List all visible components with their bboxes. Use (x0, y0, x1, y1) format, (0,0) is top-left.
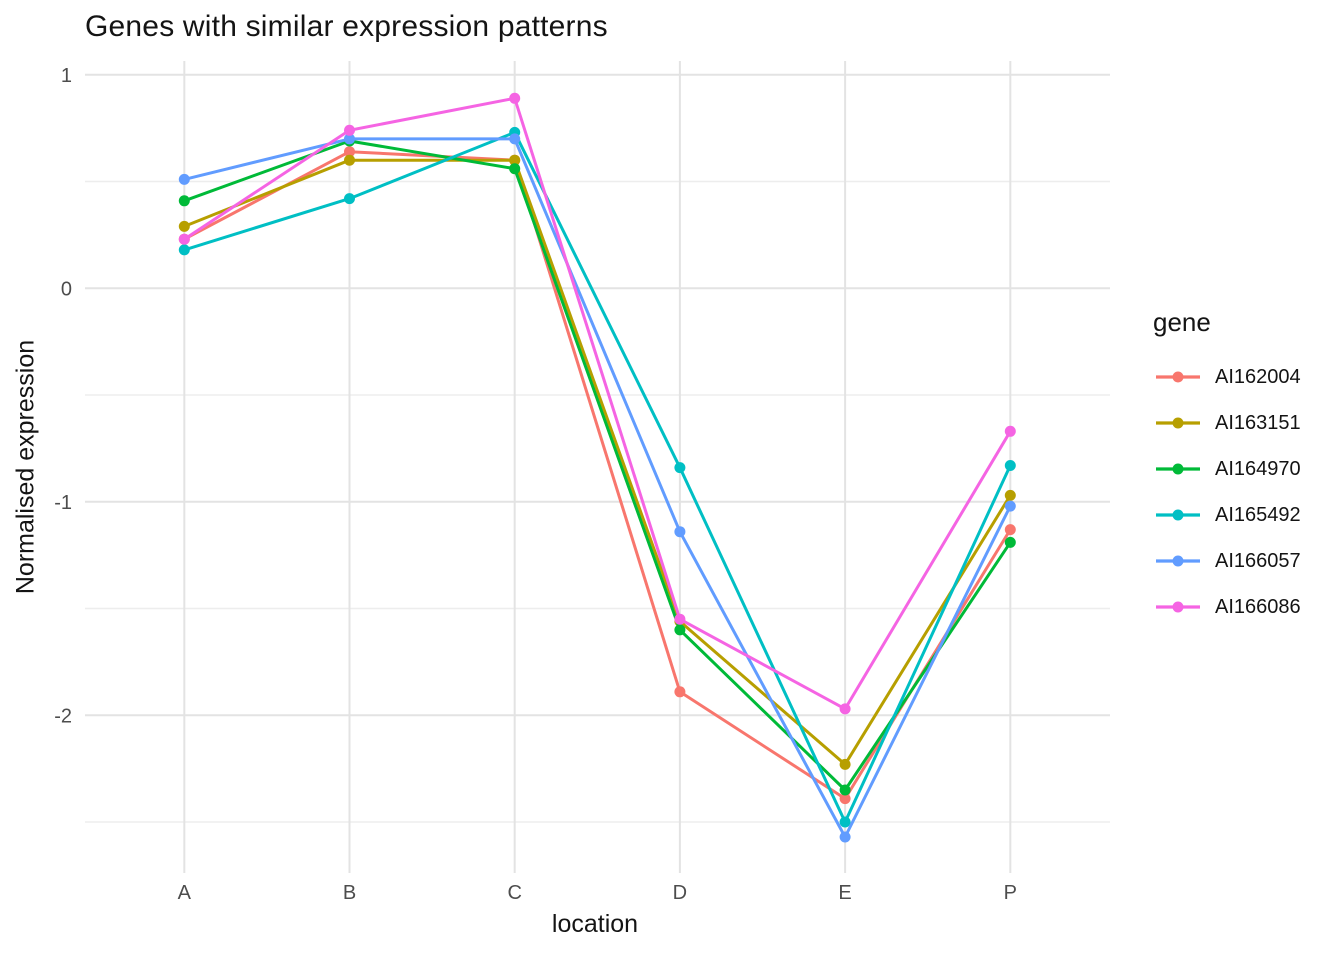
legend-label: AI166086 (1215, 595, 1301, 618)
legend-key-icon (1156, 601, 1200, 613)
legend-title: gene (1153, 307, 1211, 337)
data-point-AI163151-C (509, 154, 521, 166)
y-tick-label: -2 (54, 705, 72, 727)
data-point-AI162004-B (344, 146, 355, 158)
x-tick-label: A (178, 882, 192, 904)
data-point-AI166057-B (344, 133, 355, 145)
data-point-AI165492-P (1004, 460, 1016, 471)
y-tick-label: 1 (61, 65, 72, 87)
x-tick-label: C (507, 882, 521, 904)
series-AI165492 (178, 126, 1016, 828)
axis-tick-labels: 1 0 -1 -2 A B C D E P (54, 65, 1017, 904)
legend-entry-AI165492: AI165492 (1153, 492, 1301, 538)
data-point-AI162004-P (1004, 524, 1016, 536)
data-point-AI166086-E (839, 703, 851, 715)
legend-key-icon (1156, 509, 1200, 521)
legend-label: AI166057 (1215, 549, 1301, 572)
legend-entry-AI164970: AI164970 (1153, 446, 1301, 492)
series-AI163151 (178, 154, 1016, 770)
y-axis-title: Normalised expression (11, 339, 40, 595)
legend: gene AI162004 AI163151 AI164970 AI165492 AI1… (1153, 307, 1301, 630)
data-point-AI166057-C (509, 133, 521, 145)
legend-key-icon (1156, 463, 1200, 475)
x-axis-title: location (551, 910, 639, 938)
data-point-AI163151-B (344, 154, 355, 166)
legend-key-icon (1156, 417, 1200, 429)
data-point-AI165492-A (178, 244, 190, 256)
data-point-AI166086-A (178, 233, 190, 245)
series-line-AI165492 (182, 130, 1012, 824)
legend-label: AI162004 (1215, 365, 1301, 388)
data-point-AI164970-E (839, 784, 851, 796)
y-tick-label: 0 (61, 278, 72, 300)
data-point-AI163151-P (1004, 489, 1016, 501)
legend-label: AI165492 (1215, 503, 1301, 526)
series-AI166086 (178, 92, 1016, 715)
legend-entry-AI166086: AI166086 (1153, 584, 1301, 630)
series-AI164970 (178, 135, 1016, 796)
series-AI166057 (178, 133, 1016, 843)
data-point-AI166086-C (509, 92, 521, 104)
data-point-AI163151-A (178, 220, 190, 232)
x-tick-label: E (838, 882, 851, 904)
series-line-AI166057 (182, 137, 1012, 839)
data-point-AI163151-E (839, 758, 851, 770)
y-tick-label: -1 (54, 492, 72, 514)
legend-label: AI164970 (1215, 457, 1301, 480)
series-line-AI163151 (182, 158, 1012, 766)
data-point-AI162004-D (674, 686, 686, 698)
data-point-AI166086-P (1004, 425, 1016, 437)
legend-entry-AI163151: AI163151 (1153, 400, 1301, 446)
data-point-AI164970-D (674, 624, 686, 636)
data-point-AI164970-P (1004, 536, 1016, 548)
data-point-AI166057-A (178, 173, 190, 185)
data-point-AI166057-D (674, 526, 686, 538)
x-tick-label: P (1004, 882, 1017, 904)
data-point-AI166086-B (344, 124, 355, 136)
legend-label: AI163151 (1215, 411, 1301, 434)
legend-entries: AI162004 AI163151 AI164970 AI165492 AI166057… (1153, 354, 1301, 630)
series-line-AI164970 (182, 139, 1012, 792)
data-point-AI164970-C (509, 163, 521, 175)
series-line-AI162004 (182, 150, 1012, 801)
data-point-AI162004-E (839, 793, 851, 805)
data-point-AI165492-D (674, 462, 686, 474)
series-line-AI166086 (182, 96, 1012, 711)
legend-entry-AI166057: AI166057 (1153, 538, 1301, 584)
legend-key-icon (1156, 555, 1200, 567)
data-point-AI166086-D (674, 613, 686, 625)
chart-title: Genes with similar expression patterns (85, 10, 608, 43)
gridlines-major (85, 61, 1110, 873)
data-point-AI165492-B (344, 193, 355, 205)
legend-entry-AI162004: AI162004 (1153, 354, 1301, 400)
x-tick-label: D (673, 882, 687, 904)
x-tick-label: B (343, 882, 356, 904)
data-point-AI164970-A (178, 195, 190, 207)
data-point-AI166057-P (1004, 500, 1016, 512)
series-AI162004 (178, 146, 1016, 805)
legend-key-icon (1156, 371, 1200, 383)
data-point-AI166057-E (839, 831, 851, 843)
data-point-AI165492-E (839, 816, 851, 828)
